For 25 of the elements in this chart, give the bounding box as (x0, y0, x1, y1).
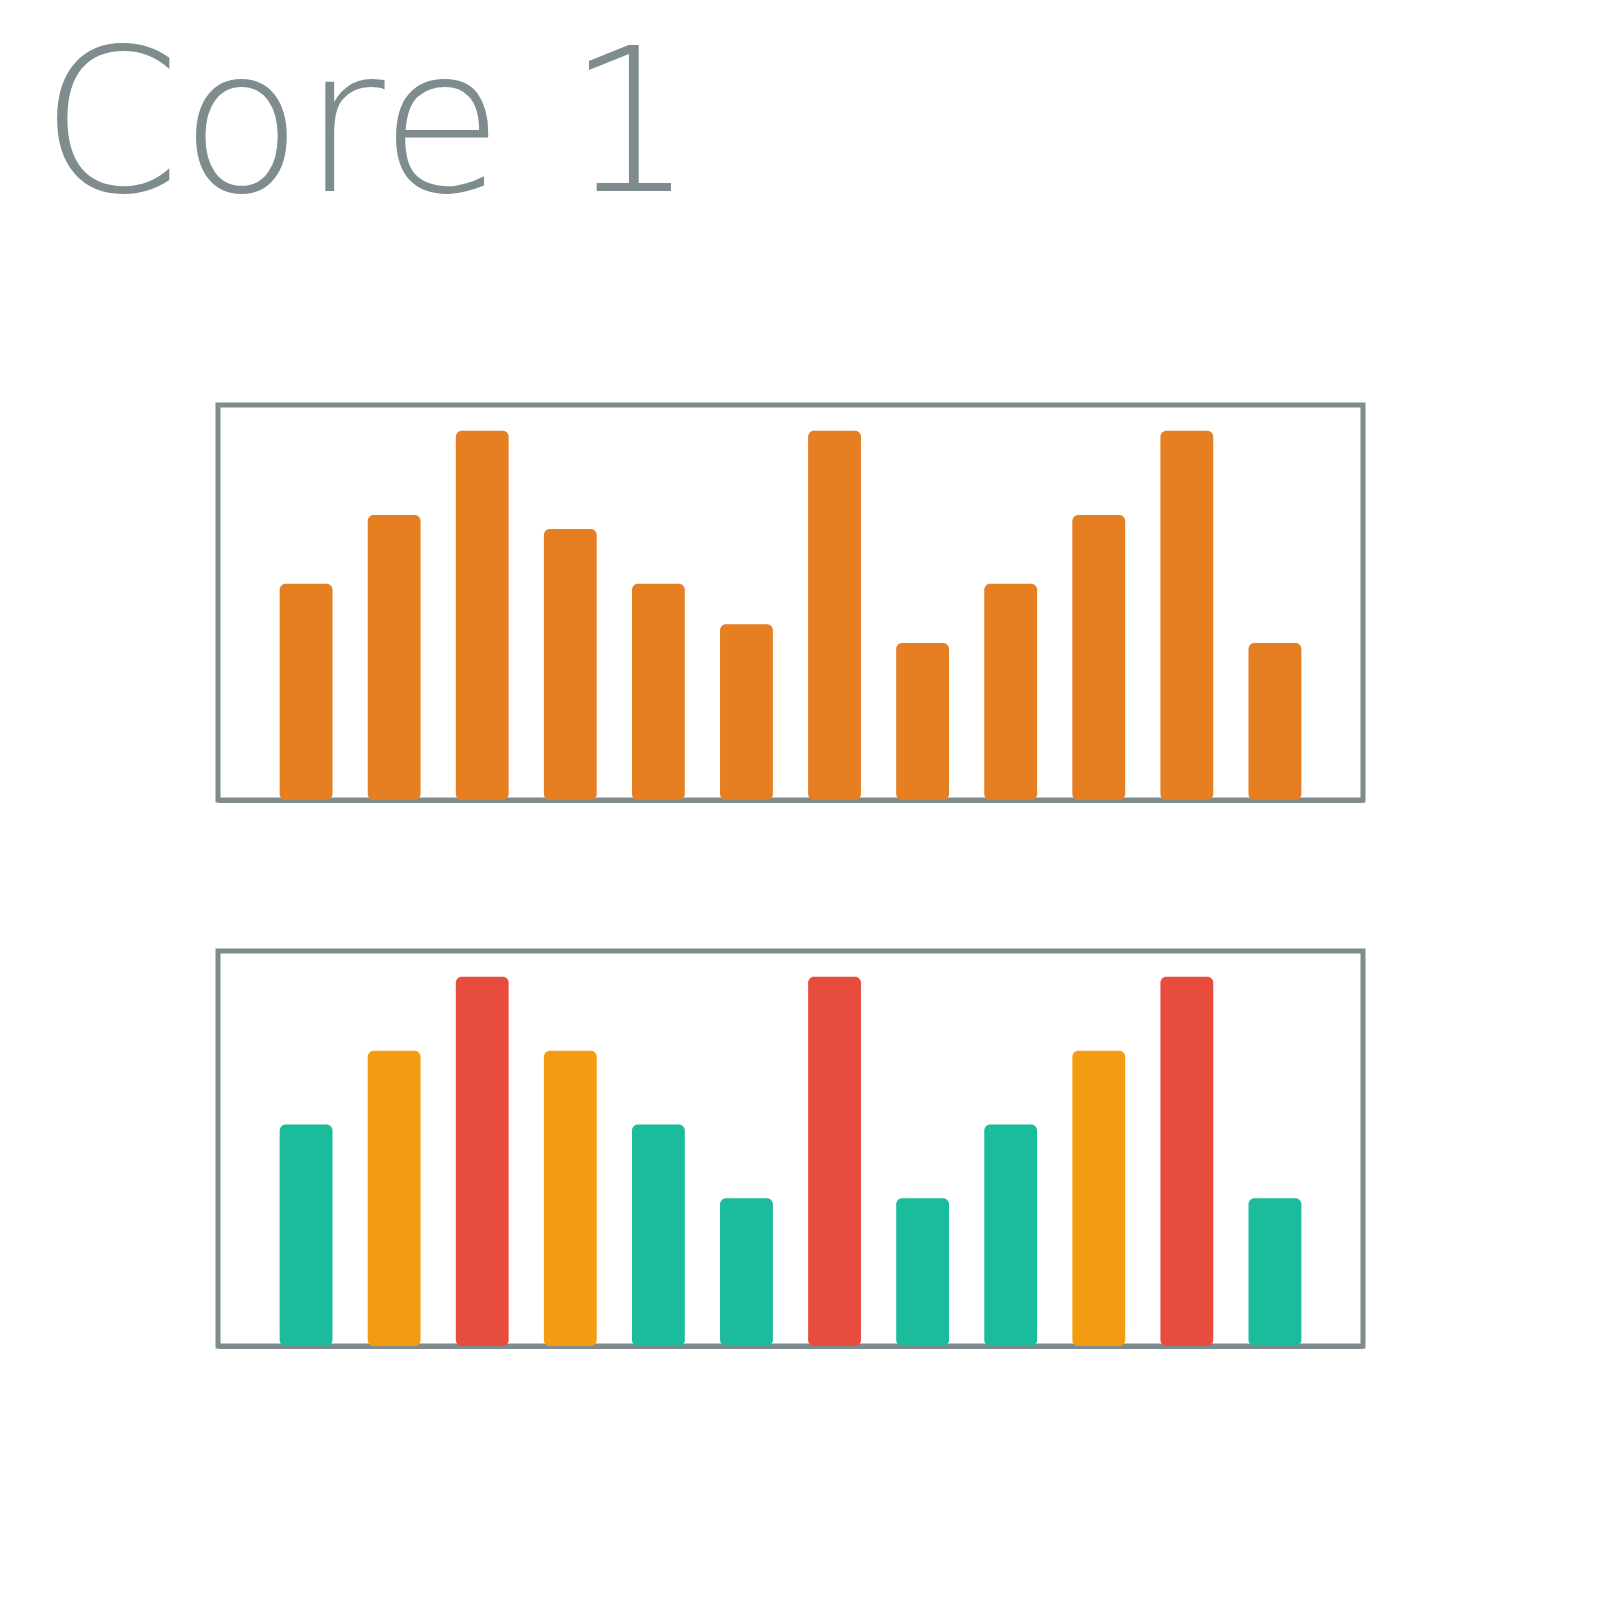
bar (1248, 1198, 1302, 1346)
bar (1160, 976, 1214, 1346)
bar (808, 976, 861, 1346)
bar (367, 515, 421, 800)
chart-title: Core 1 (40, 4, 695, 238)
bar (1248, 643, 1302, 800)
bar (279, 1124, 333, 1346)
bar (896, 643, 950, 800)
bar (720, 624, 773, 800)
bar (1072, 515, 1126, 800)
bar (984, 1124, 1038, 1346)
bar (631, 583, 685, 800)
bar (543, 529, 597, 800)
bar (543, 1050, 597, 1346)
bar (720, 1198, 773, 1346)
bar (631, 1124, 685, 1346)
bar (984, 583, 1038, 800)
bar (1160, 430, 1214, 800)
bar (1072, 1050, 1126, 1346)
bar (896, 1198, 950, 1346)
bar (808, 430, 861, 800)
bar (367, 1050, 421, 1346)
bar (455, 976, 509, 1346)
bar (279, 583, 333, 800)
bar (455, 430, 509, 800)
